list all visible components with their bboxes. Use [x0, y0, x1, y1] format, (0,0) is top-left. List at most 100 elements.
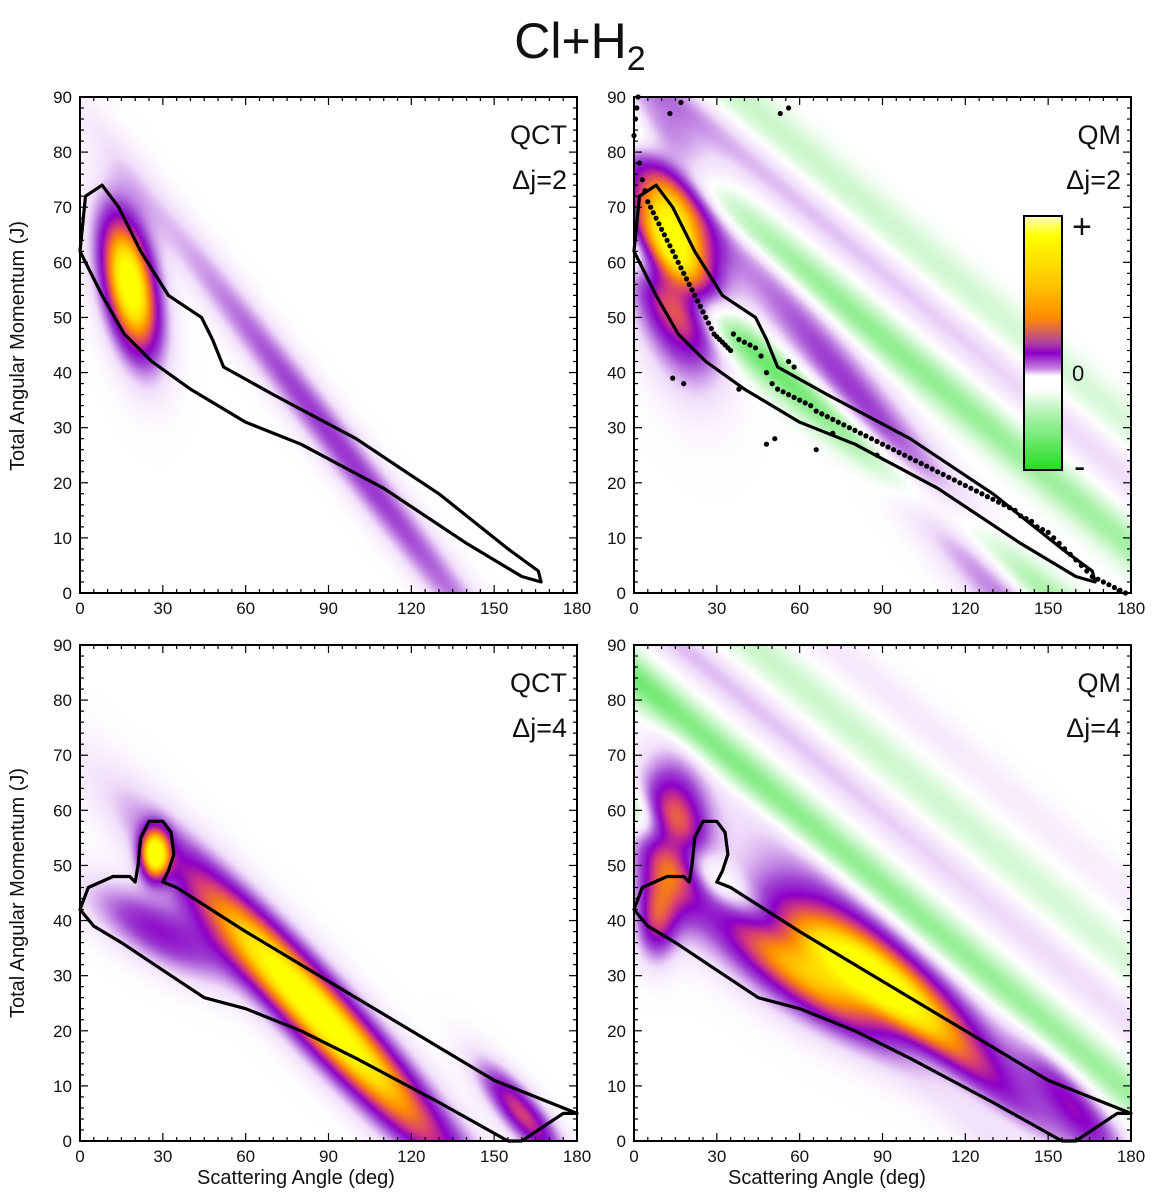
classical-point: [681, 270, 687, 276]
classical-point: [780, 389, 786, 395]
classical-point: [1078, 562, 1084, 569]
classical-point: [990, 496, 996, 502]
figure-title: Cl+H2: [514, 13, 645, 78]
y-tick-label: 50: [607, 308, 626, 327]
x-tick-label: 60: [236, 1147, 255, 1166]
axis-ticks: [633, 96, 1132, 594]
x-tick-label: 60: [790, 599, 809, 618]
y-tick-label: 70: [53, 198, 72, 217]
classical-point: [769, 381, 775, 387]
figure-title-main: Cl+H: [514, 13, 627, 69]
classical-point: [924, 463, 930, 469]
classical-point: [692, 292, 698, 298]
x-tick-label: 120: [951, 599, 979, 618]
x-tick-label: 90: [319, 1147, 338, 1166]
y-tick-label: 10: [607, 1077, 626, 1096]
classical-point: [703, 314, 709, 320]
y-tick-label: 10: [53, 529, 72, 548]
y-axis-title-bottom: Total Angular Momentum (J): [7, 768, 29, 1018]
y-tick-label: 70: [607, 198, 626, 217]
classical-point: [979, 491, 985, 497]
classical-point: [1062, 546, 1068, 552]
y-tick-label: 20: [607, 474, 626, 493]
classical-point: [670, 248, 676, 254]
classical-point: [1095, 576, 1101, 582]
classical-point: [1051, 535, 1057, 541]
x-tick-label: 60: [790, 1147, 809, 1166]
classical-point: [1023, 516, 1029, 522]
classical-point: [694, 298, 701, 304]
y-tick-label: 40: [607, 912, 626, 931]
classical-point: [683, 276, 690, 282]
panel-top-left: 0 30 60 90 120 150 180 0 10 20 30 40 50 60 70 80 90 QCT Δj…: [53, 88, 591, 618]
classical-point: [786, 105, 792, 111]
colorbar-gradient: [1023, 215, 1063, 471]
y-tick-label: 30: [607, 419, 626, 438]
classical-point: [797, 397, 803, 403]
panel-delta-j-label: Δj=4: [1066, 713, 1121, 743]
y-tick-label: 60: [53, 253, 72, 272]
classical-point: [846, 425, 853, 431]
classical-point: [813, 408, 819, 414]
contour-bottom-right: [632, 819, 1133, 1143]
classical-point: [697, 303, 703, 309]
panel-top-right: 0 30 60 90 120 150 180 0 10 20 30 40 50 60 70 80 90 QM Δj=…: [607, 88, 1145, 618]
classical-point: [918, 460, 924, 467]
classical-point: [902, 452, 908, 458]
classical-point: [868, 436, 875, 442]
classical-point: [786, 358, 792, 365]
classical-point: [681, 381, 687, 387]
panels: 0 30 60 90 120 150 180 0 10 20 30 40 50 60 70 80 90 QCT Δj…: [53, 88, 1145, 1166]
panel-bottom-right: 0 30 60 90 120 150 180 0 10 20 30 40 50 60 70 80 90 QM Δj=…: [607, 636, 1145, 1166]
x-tick-label: 90: [873, 599, 892, 618]
classical-point: [835, 419, 841, 425]
y-tick-label: 60: [607, 253, 626, 272]
classical-point: [874, 438, 880, 444]
classical-point: [741, 339, 748, 345]
classical-point: [705, 320, 712, 326]
y-tick-label: 20: [53, 1022, 72, 1041]
classical-point: [1117, 587, 1123, 593]
classical-point: [863, 433, 869, 439]
classical-point: [730, 331, 737, 337]
classical-point: [656, 221, 662, 227]
classical-point: [890, 447, 897, 453]
y-tick-label: 90: [607, 636, 626, 655]
x-tick-label: 120: [397, 1147, 425, 1166]
panel-bottom-left: 0 30 60 90 120 150 180 0 10 20 30 40 50 60 70 80 90 QCT Δj…: [53, 636, 591, 1166]
y-tick-label: 60: [607, 801, 626, 820]
classical-point: [946, 474, 952, 480]
classical-point: [957, 480, 963, 486]
y-tick-label: 90: [53, 88, 72, 107]
classical-point: [667, 243, 673, 249]
classical-point: [667, 110, 673, 117]
x-tick-label: 0: [75, 599, 84, 618]
y-tick-label: 10: [53, 1077, 72, 1096]
classical-point: [874, 452, 880, 458]
classical-point: [775, 386, 781, 392]
classical-point: [1111, 584, 1117, 591]
classical-point: [1100, 579, 1106, 585]
classical-point: [650, 210, 656, 216]
classical-point: [639, 177, 645, 183]
x-tick-label: 150: [480, 599, 508, 618]
classical-point: [736, 336, 742, 343]
y-tick-label: 80: [607, 143, 626, 162]
classical-point: [689, 287, 695, 293]
y-tick-label: 20: [607, 1022, 626, 1041]
y-tick-label: 40: [53, 364, 72, 383]
classical-point: [973, 488, 980, 494]
y-tick-label: 90: [607, 88, 626, 107]
classical-point: [852, 427, 858, 433]
classical-point: [913, 458, 919, 464]
classical-point: [1012, 507, 1018, 513]
heatmap-top-left: [80, 97, 577, 593]
classical-point: [659, 226, 665, 232]
classical-point: [940, 471, 946, 478]
classical-point: [808, 403, 814, 409]
classical-point: [642, 188, 648, 194]
y-tick-label: 30: [607, 967, 626, 986]
classical-point: [670, 375, 676, 381]
classical-point: [951, 477, 957, 483]
